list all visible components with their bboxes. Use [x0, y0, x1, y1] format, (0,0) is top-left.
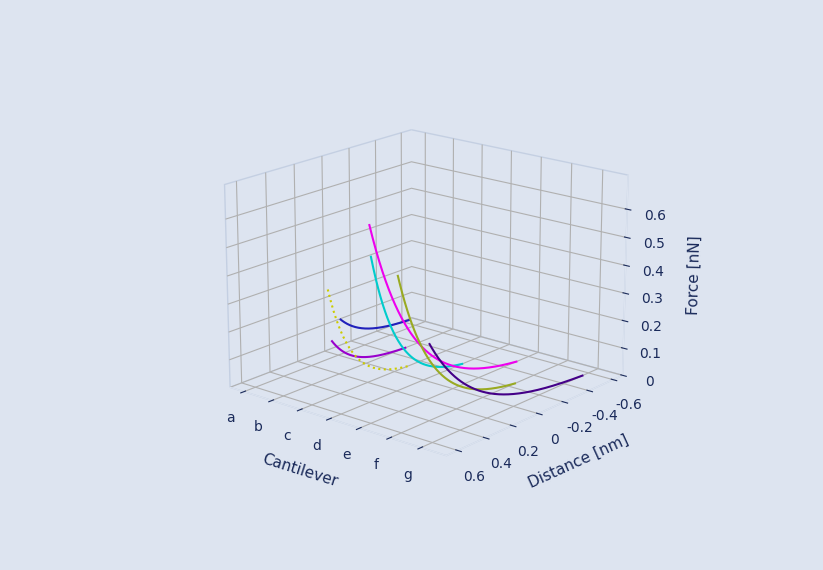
Y-axis label: Distance [nm]: Distance [nm]: [526, 432, 631, 491]
X-axis label: Cantilever: Cantilever: [260, 452, 340, 490]
